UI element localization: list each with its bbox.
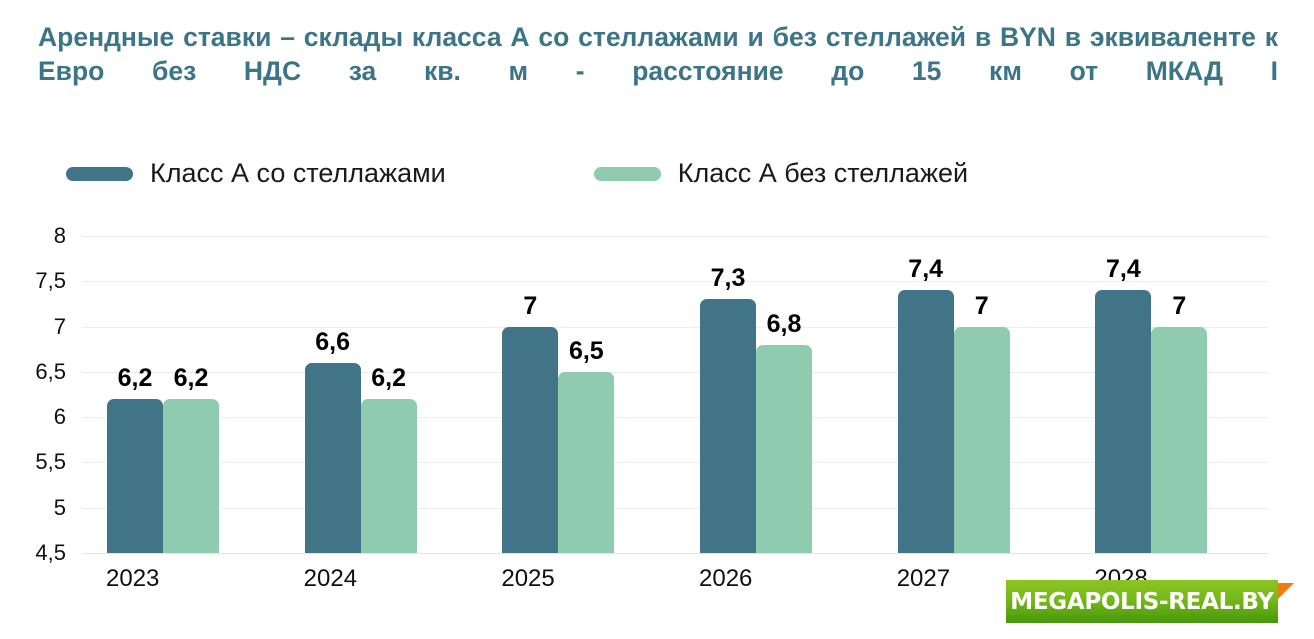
y-axis-tick-label: 6,5 [35,358,66,384]
y-axis-tick-label: 5,5 [35,449,66,475]
bar-value-label: 6,8 [766,309,802,338]
gridline [82,553,1268,554]
legend-label-series-0: Класс А со стеллажами [150,158,446,188]
bar-value-label: 7 [1172,291,1187,320]
bar-group: 7,4 7 [1070,236,1268,553]
bar[interactable] [163,399,219,553]
watermark-text: MEGAPOLIS-REAL.BY [1010,588,1274,615]
legend-swatch-icon-series-1 [593,166,661,181]
bar-value-label: 7,4 [1105,255,1141,284]
x-axis-tick-label: 2025 [501,565,555,592]
bar-value-label: 6,2 [173,364,209,393]
x-axis-tick-label: 2027 [896,565,951,592]
y-axis-tick-label: 5 [53,494,66,520]
bar-value-label: 7 [523,291,538,320]
bar-group: 7,3 6,8 [675,236,873,553]
bar[interactable] [558,371,615,553]
bar-value-label: 7 [974,291,989,320]
legend-swatch-icon-series-0 [66,166,133,181]
y-axis-tick-label: 8 [53,223,66,248]
chart-title: Арендные ставки – склады класса А со сте… [38,22,1278,86]
bar-value-label: 6,6 [315,327,351,356]
x-axis-tick-label: 2026 [699,565,753,592]
watermark-fold-icon [1278,583,1294,599]
bar-groups: 6,2 6,2 6,6 6,2 7 6,5 7,3 6,8 7,4 7 7,4 7 [82,236,1268,553]
bar[interactable] [1095,290,1152,553]
bar[interactable] [700,299,757,553]
bar[interactable] [360,399,417,553]
y-axis-tick-label: 7,5 [35,268,66,294]
bar-group: 6,2 6,2 [82,236,280,553]
bar-value-label: 6,5 [568,336,604,365]
x-axis-tick-label: 2023 [106,565,160,592]
bar[interactable] [107,399,163,553]
bar-group: 7,4 7 [873,236,1071,553]
plot-area: 6,2 6,2 6,6 6,2 7 6,5 7,3 6,8 7,4 7 7,4 7 [82,236,1268,554]
legend-item-series-1[interactable]: Класс А без стеллажей [593,158,969,188]
y-axis-tick-label: 7 [53,313,66,339]
chart-legend: Класс А со стеллажами Класс А без стелла… [66,160,968,187]
watermark: MEGAPOLIS-REAL.BY [1006,580,1296,623]
bar[interactable] [304,362,361,553]
bar-value-label: 6,2 [117,364,153,393]
bar[interactable] [897,290,954,553]
x-axis-tick-label: 2024 [303,565,358,592]
y-axis-tick-label: 4,5 [35,540,66,565]
bar-value-label: 6,2 [371,364,407,393]
bar[interactable] [502,326,559,553]
bar[interactable] [1151,326,1208,553]
bar-group: 6,6 6,2 [280,236,478,553]
legend-label-series-1: Класс А без стеллажей [677,158,969,188]
bar-group: 7 6,5 [477,236,675,553]
watermark-banner: MEGAPOLIS-REAL.BY [1006,580,1278,623]
y-axis-tick-label: 6 [53,404,66,430]
legend-item-series-0[interactable]: Класс А со стеллажами [66,160,446,187]
bar-value-label: 7,3 [710,264,746,293]
bar[interactable] [953,326,1010,553]
bar-value-label: 7,4 [908,255,944,284]
bar[interactable] [756,344,813,553]
